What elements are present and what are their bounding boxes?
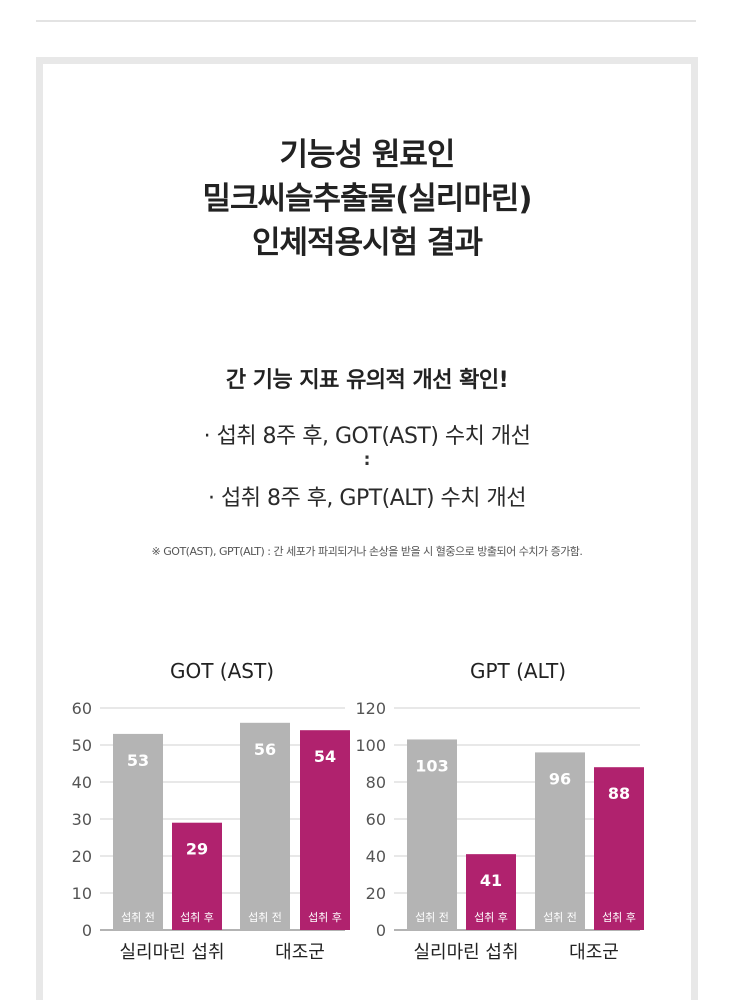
bar-value-label: 53 xyxy=(127,751,149,770)
bar-series-label: 섭취 전 xyxy=(248,911,282,924)
category-label: 대조군 xyxy=(275,942,325,963)
top-divider xyxy=(36,0,696,22)
chart-title: GPT (ALT) xyxy=(470,659,566,683)
y-tick-label: 20 xyxy=(72,847,92,866)
footnote: ※ GOT(AST), GPT(ALT) : 간 세포가 파괴되거나 손상을 받… xyxy=(151,545,583,558)
y-tick-label: 60 xyxy=(72,699,92,718)
separator-colon: : xyxy=(363,450,371,470)
bar-series-label: 섭취 전 xyxy=(415,911,449,924)
bar-series-label: 섭취 전 xyxy=(121,911,155,924)
category-label: 실리마린 섭취 xyxy=(119,942,224,963)
y-tick-label: 10 xyxy=(72,884,92,903)
bar-value-label: 96 xyxy=(549,769,571,788)
bar-value-label: 103 xyxy=(415,756,448,775)
y-tick-label: 40 xyxy=(366,847,386,866)
title-line: 밀크씨슬추출물(실리마린) xyxy=(202,181,532,217)
result-headline: 간 기능 지표 유의적 개선 확인! xyxy=(225,368,509,393)
bar-after-intake xyxy=(172,822,222,930)
y-tick-label: 30 xyxy=(72,810,92,829)
y-tick-label: 100 xyxy=(355,736,386,755)
bar-series-label: 섭취 후 xyxy=(474,911,508,924)
bar-series-label: 섭취 후 xyxy=(180,911,214,924)
y-tick-label: 20 xyxy=(366,884,386,903)
bar-before-intake xyxy=(113,733,163,930)
category-label: 실리마린 섭취 xyxy=(413,942,518,963)
y-tick-label: 40 xyxy=(72,773,92,792)
bar-value-label: 88 xyxy=(608,784,630,803)
category-label: 대조군 xyxy=(569,942,619,963)
y-tick-label: 0 xyxy=(376,921,386,940)
bar-before-intake xyxy=(407,739,457,930)
bar-series-label: 섭취 후 xyxy=(602,911,636,924)
bar-value-label: 54 xyxy=(314,747,336,766)
bar-value-label: 41 xyxy=(480,871,502,890)
got-improvement-line: · 섭취 8주 후, GOT(AST) 수치 개선 xyxy=(203,424,531,449)
bar-series-label: 섭취 후 xyxy=(308,911,342,924)
bar-value-label: 29 xyxy=(186,840,208,859)
page-title: 기능성 원료인 밀크씨슬추출물(실리마린) 인체적용시험 결과 xyxy=(0,133,734,265)
bar-series-label: 섭취 전 xyxy=(543,911,577,924)
gpt-improvement-line: · 섭취 8주 후, GPT(ALT) 수치 개선 xyxy=(208,486,527,511)
bar-value-label: 56 xyxy=(254,740,276,759)
y-tick-label: 0 xyxy=(82,921,92,940)
y-tick-label: 80 xyxy=(366,773,386,792)
bar-before-intake xyxy=(535,752,585,930)
chart-title: GOT (AST) xyxy=(170,659,274,683)
bar-after-intake xyxy=(466,854,516,930)
bar-after-intake xyxy=(300,730,350,930)
title-line: 인체적용시험 결과 xyxy=(252,225,483,261)
bar-after-intake xyxy=(594,767,644,930)
y-tick-label: 50 xyxy=(72,736,92,755)
title-line: 기능성 원료인 xyxy=(279,137,456,173)
y-tick-label: 120 xyxy=(355,699,386,718)
bar-before-intake xyxy=(240,722,290,930)
y-tick-label: 60 xyxy=(366,810,386,829)
